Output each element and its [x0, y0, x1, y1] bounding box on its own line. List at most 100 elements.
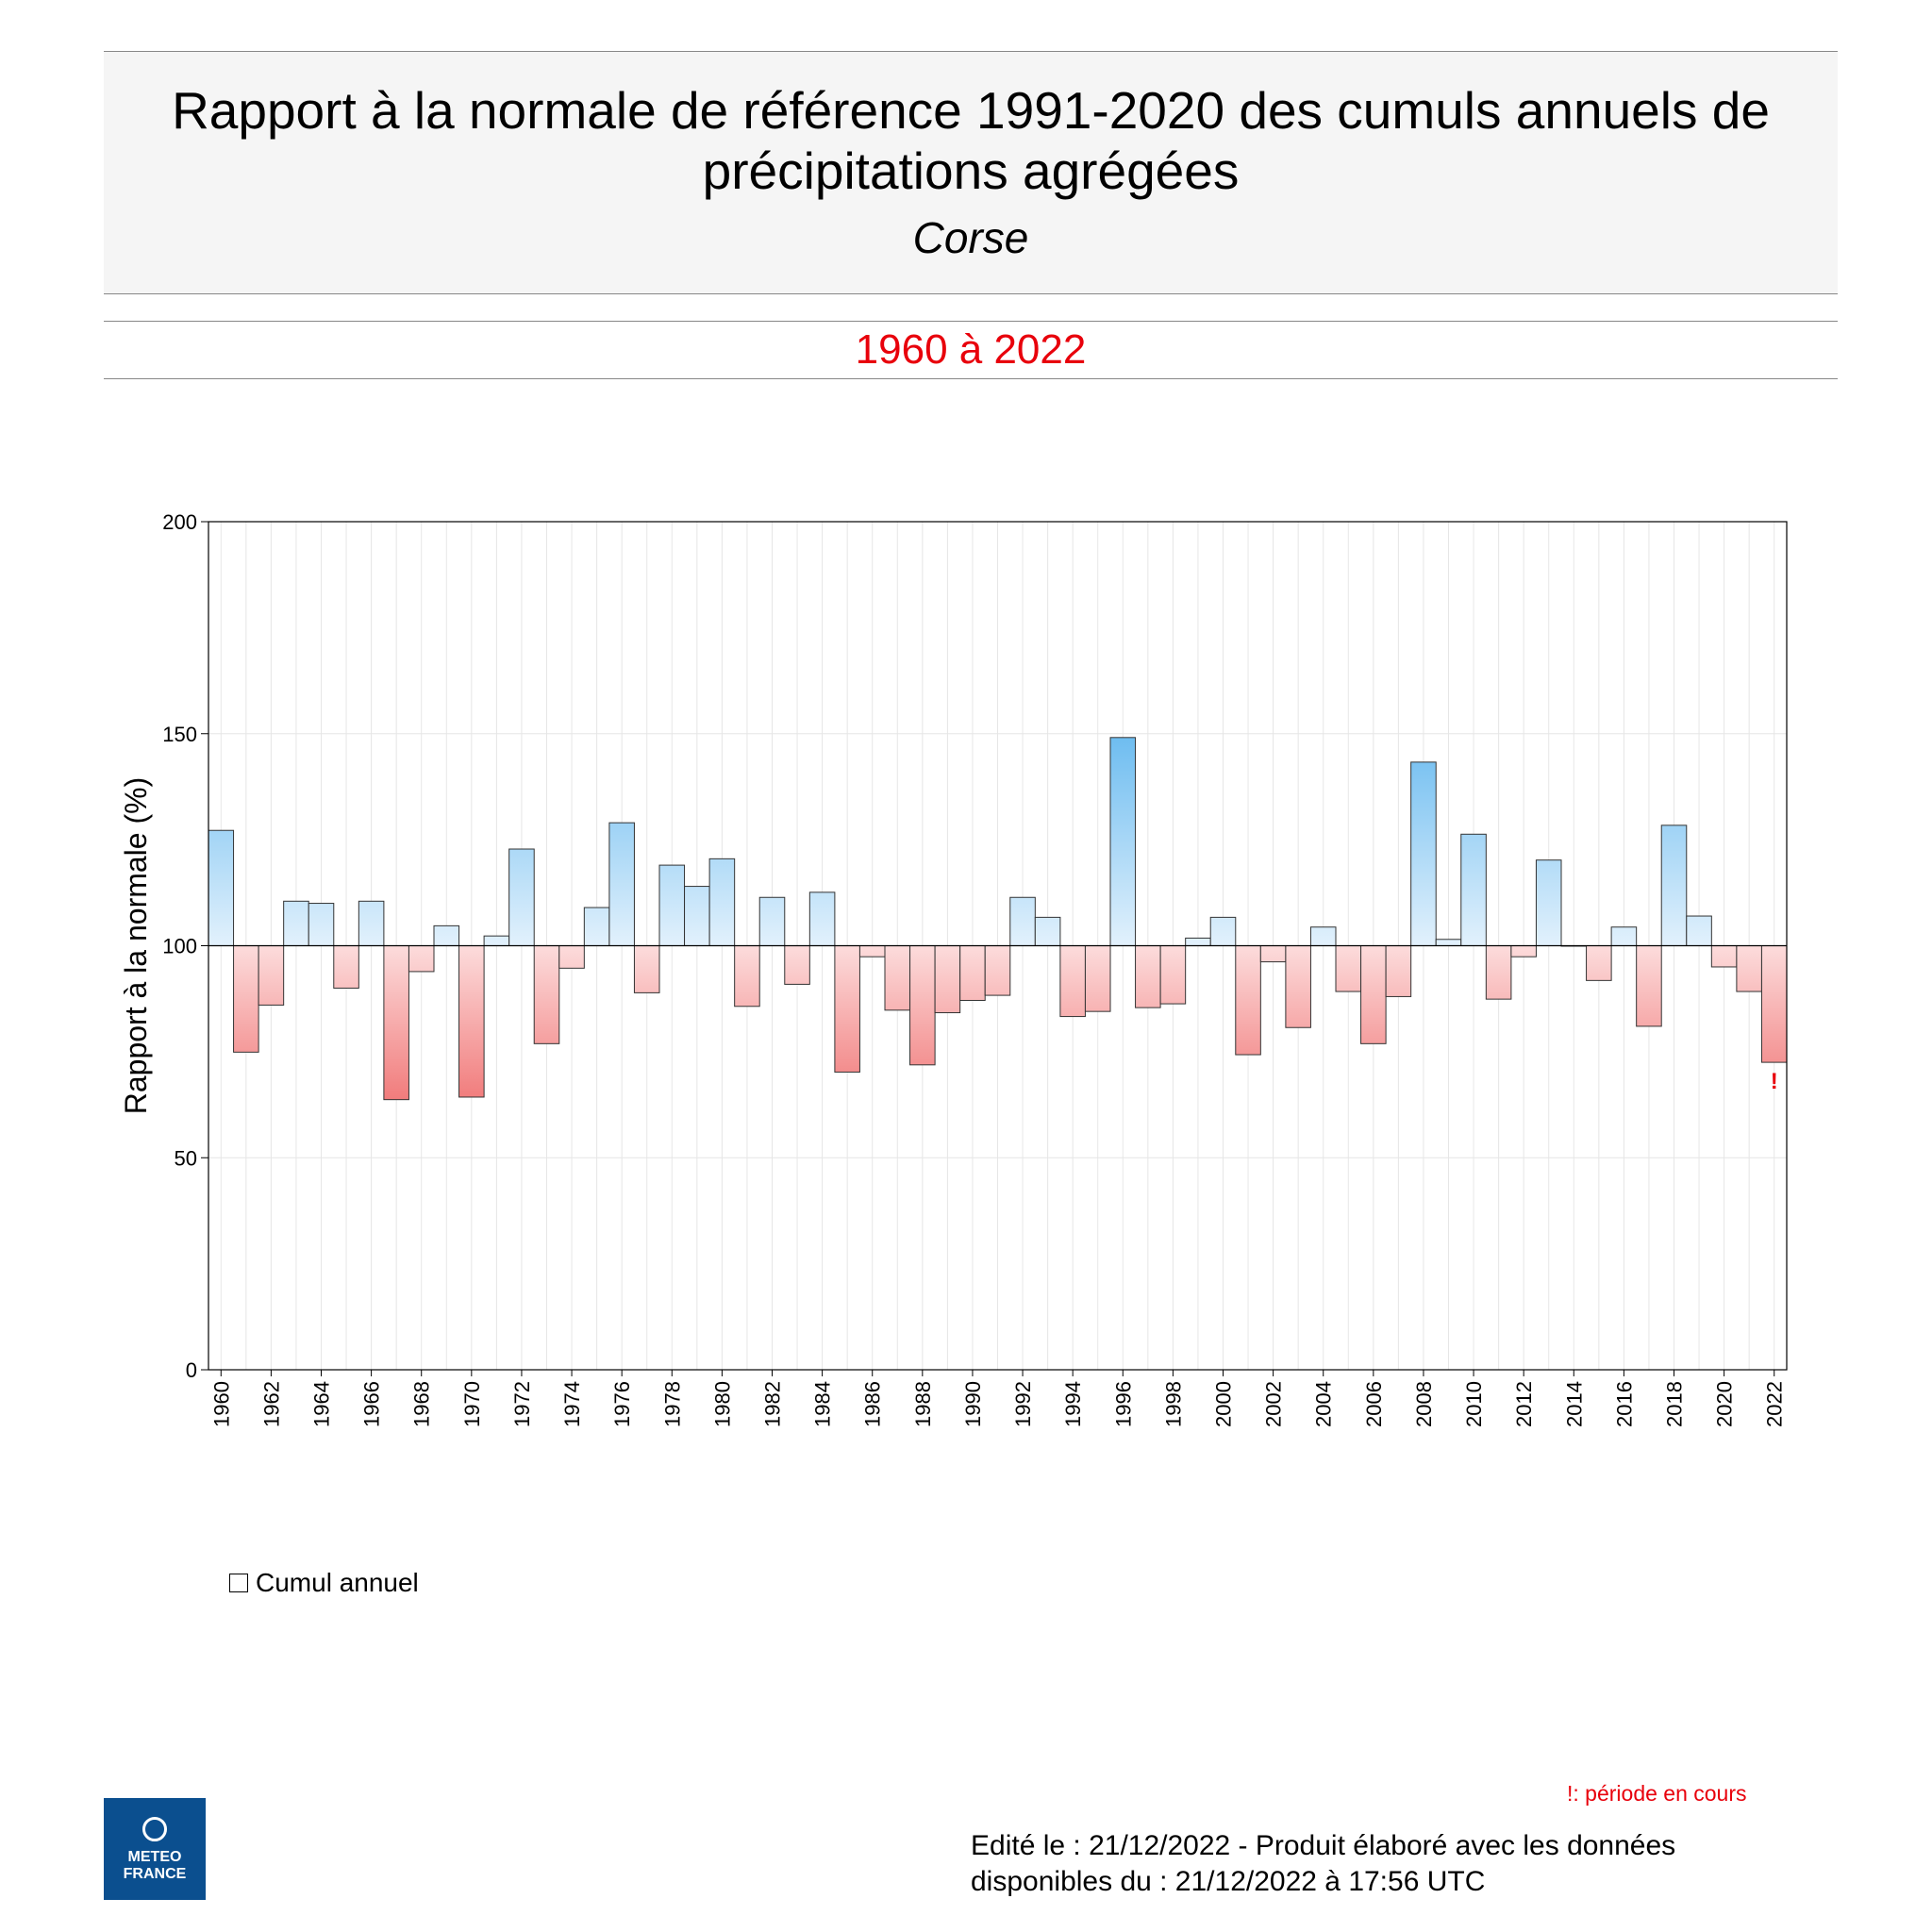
bar-1997 — [1135, 945, 1161, 1008]
bar-1971 — [483, 935, 510, 946]
bar-1990 — [959, 945, 986, 1001]
bar-1974 — [558, 945, 585, 969]
bar-1995 — [1084, 945, 1111, 1012]
x-tick-label: 2000 — [1212, 1381, 1236, 1427]
footer-line-1: Edité le : 21/12/2022 - Produit élaboré … — [971, 1830, 1676, 1861]
x-tick-label: 1976 — [610, 1381, 634, 1427]
bar-2016 — [1610, 926, 1638, 946]
x-tick-label: 2006 — [1362, 1381, 1386, 1427]
x-tick-label: 1960 — [209, 1381, 233, 1427]
region-subtitle: Corse — [912, 213, 1029, 262]
bar-2009 — [1435, 939, 1462, 947]
bar-2021 — [1736, 945, 1762, 992]
bar-2011 — [1485, 945, 1512, 1000]
x-tick-label: 1984 — [811, 1381, 835, 1427]
x-tick-label: 1998 — [1161, 1381, 1185, 1427]
x-tick-label: 2022 — [1763, 1381, 1787, 1427]
x-tick-label: 1966 — [360, 1381, 384, 1427]
bar-2004 — [1309, 926, 1337, 946]
x-tick-label: 2002 — [1262, 1381, 1286, 1427]
x-tick-label: 1992 — [1011, 1381, 1035, 1427]
x-tick-label: 1990 — [961, 1381, 985, 1427]
x-tick-label: 2010 — [1462, 1381, 1486, 1427]
bar-1993 — [1034, 916, 1061, 946]
bar-2000 — [1209, 916, 1237, 946]
bar-1979 — [684, 886, 710, 947]
x-tick-label: 2020 — [1713, 1381, 1737, 1427]
x-tick-label: 1996 — [1111, 1381, 1135, 1427]
bar-2010 — [1460, 833, 1487, 946]
x-tick-label: 2008 — [1412, 1381, 1436, 1427]
bar-2005 — [1335, 945, 1362, 992]
ongoing-marker: ! — [1771, 1069, 1778, 1094]
x-tick-label: 1974 — [560, 1381, 584, 1427]
bar-2001 — [1235, 945, 1261, 1056]
bar-1982 — [758, 896, 786, 947]
bar-2019 — [1686, 915, 1712, 946]
y-axis-label: Rapport à la normale (%) — [119, 777, 153, 1114]
bar-1980 — [708, 858, 736, 946]
bar-1984 — [808, 891, 836, 946]
x-tick-label: 2012 — [1512, 1381, 1536, 1427]
x-tick-label: 2018 — [1663, 1381, 1687, 1427]
bar-2020 — [1710, 945, 1738, 968]
x-tick-label: 2014 — [1562, 1381, 1586, 1427]
header: Rapport à la normale de référence 1991-2… — [104, 51, 1838, 294]
bar-1976 — [608, 822, 635, 947]
y-tick-label: 100 — [162, 935, 197, 958]
bar-1978 — [658, 864, 686, 946]
ongoing-period-note: !: période en cours — [1567, 1781, 1747, 1806]
x-tick-label: 1982 — [761, 1381, 785, 1427]
bar-1983 — [784, 945, 810, 985]
bar-1970 — [458, 945, 485, 1098]
y-tick-label: 0 — [186, 1358, 197, 1382]
footer-line-2: disponibles du : 21/12/2022 à 17:56 UTC — [971, 1866, 1486, 1897]
x-tick-label: 1980 — [710, 1381, 734, 1427]
meteo-france-logo: METEO FRANCE — [104, 1798, 206, 1900]
bar-2013 — [1535, 859, 1562, 946]
bar-2015 — [1586, 945, 1612, 981]
bar-2008 — [1410, 761, 1437, 947]
bar-1998 — [1159, 945, 1187, 1005]
x-tick-label: 1986 — [861, 1381, 885, 1427]
bar-1986 — [858, 945, 886, 958]
footer: Edité le : 21/12/2022 - Produit élaboré … — [971, 1828, 1675, 1900]
bar-1963 — [283, 900, 309, 946]
bar-1989 — [934, 945, 961, 1014]
period-label: 1960 à 2022 — [104, 321, 1838, 379]
bar-1988 — [909, 945, 936, 1066]
bar-1977 — [633, 945, 660, 993]
bar-1985 — [834, 945, 860, 1073]
x-tick-label: 1968 — [410, 1381, 434, 1427]
bar-1972 — [508, 848, 535, 946]
legend-swatch — [229, 1574, 248, 1592]
bar-1960 — [208, 829, 235, 947]
bar-2022 — [1760, 945, 1788, 1063]
bar-1967 — [383, 945, 409, 1101]
bar-2012 — [1510, 945, 1537, 958]
legend: Cumul annuel — [229, 1568, 419, 1598]
x-tick-label: 2016 — [1612, 1381, 1636, 1427]
logo-symbol-icon — [142, 1817, 167, 1841]
x-tick-label: 1972 — [510, 1381, 534, 1427]
chart-title: Rapport à la normale de référence 1991-2… — [172, 81, 1770, 200]
bar-2017 — [1636, 945, 1662, 1027]
bar-2006 — [1360, 945, 1387, 1044]
y-tick-label: 150 — [162, 723, 197, 746]
bar-2007 — [1385, 945, 1412, 997]
bar-1968 — [408, 945, 435, 973]
bar-2018 — [1660, 824, 1688, 946]
y-tick-label: 50 — [175, 1146, 197, 1170]
bar-1981 — [734, 945, 760, 1008]
y-tick-label: 200 — [162, 510, 197, 534]
bar-1991 — [984, 945, 1011, 996]
bar-2002 — [1259, 945, 1287, 963]
x-tick-label: 1962 — [259, 1381, 283, 1427]
bar-1969 — [433, 924, 460, 946]
x-tick-label: 2004 — [1312, 1381, 1336, 1427]
bar-1994 — [1059, 945, 1086, 1018]
bar-1965 — [333, 945, 359, 989]
bar-2003 — [1285, 945, 1311, 1028]
bar-1962 — [258, 945, 285, 1006]
